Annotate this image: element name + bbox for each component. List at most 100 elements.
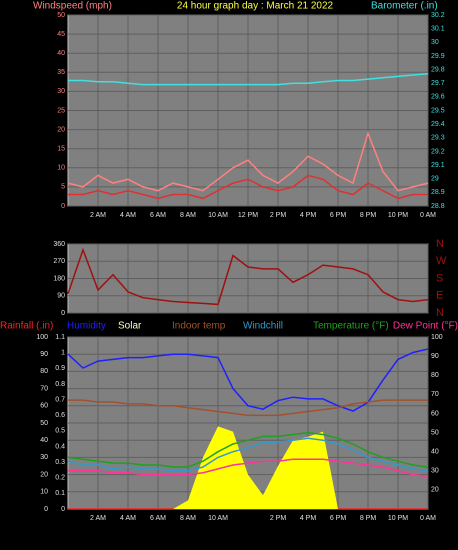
- y-tick-label: 28.8: [431, 203, 445, 210]
- y-tick-label: 1: [61, 349, 65, 356]
- x-tick-label: 8 AM: [180, 212, 196, 219]
- y-tick-label: 0: [61, 506, 65, 513]
- x-tick-label: 6 PM: [330, 515, 347, 522]
- x-tick-label: 2 PM: [270, 515, 287, 522]
- y-tick-label: 30: [431, 468, 439, 475]
- y-tick-label: 30.1: [431, 25, 445, 32]
- y-tick-label: 29.8: [431, 66, 445, 73]
- y-tick-label: 20: [40, 471, 48, 478]
- y-tick-label: 70: [40, 385, 48, 392]
- legend-entry: Rainfall (.in): [0, 321, 53, 332]
- series-line: [68, 174, 428, 200]
- y-tick-label: 90: [40, 351, 48, 358]
- y-tick-label: 0.3: [55, 459, 65, 466]
- legend-entry: Indoor temp: [172, 321, 226, 332]
- series-line: [67, 247, 429, 306]
- x-tick-label: 8 PM: [360, 212, 377, 219]
- y-tick-label: 45: [57, 31, 65, 38]
- y-tick-label: 29.4: [431, 121, 445, 128]
- y-tick-label: 40: [431, 449, 439, 456]
- y-tick-label: 270: [53, 258, 65, 265]
- x-tick-label: 10 PM: [388, 515, 408, 522]
- legend-entry: Solar: [118, 321, 142, 332]
- x-tick-label: 8 AM: [180, 515, 196, 522]
- y-tick-label: 29.2: [431, 148, 445, 155]
- x-tick-label: 2 AM: [90, 515, 106, 522]
- x-tick-label: 12 PM: [238, 212, 258, 219]
- y-tick-label: 29.1: [431, 162, 445, 169]
- y-tick-label: 29.7: [431, 80, 445, 87]
- y-tick-label: 0.1: [55, 490, 65, 497]
- x-tick-label: 4 AM: [120, 212, 136, 219]
- y-tick-label: 80: [40, 368, 48, 375]
- y-tick-label: 40: [57, 50, 65, 57]
- area: [68, 426, 428, 509]
- y-tick-label: 180: [53, 275, 65, 282]
- x-tick-label: 10 AM: [208, 212, 228, 219]
- y-tick-label: 360: [53, 241, 65, 248]
- y-tick-label: 20: [57, 126, 65, 133]
- y-tick-label: 29: [431, 176, 439, 183]
- y-tick-label: 90: [57, 293, 65, 300]
- y-tick-label: 35: [57, 69, 65, 76]
- y-tick-label: N: [436, 307, 444, 319]
- y-tick-label: 60: [431, 410, 439, 417]
- y-tick-label: 0: [44, 506, 48, 513]
- x-tick-label: 10 PM: [388, 212, 408, 219]
- series-line: [68, 458, 429, 478]
- legend-entry: Dew Point (°F): [393, 321, 458, 332]
- y-tick-label: 0.2: [55, 475, 65, 482]
- y-tick-label: 0: [61, 203, 65, 210]
- legend-entry: Windchill: [243, 321, 283, 332]
- y-tick-label: 29.3: [431, 135, 445, 142]
- x-tick-label: 8 PM: [360, 515, 377, 522]
- y-tick-label: 0: [61, 310, 65, 317]
- y-axis-label: Windspeed (mph): [33, 1, 112, 12]
- y-tick-label: 30: [57, 88, 65, 95]
- y-tick-label: 28.9: [431, 189, 445, 196]
- y-tick-label: 5: [61, 184, 65, 191]
- x-tick-label: 4 PM: [300, 212, 317, 219]
- y-tick-label: 0.7: [55, 396, 65, 403]
- y-tick-label: 1.1: [55, 334, 65, 341]
- y-tick-label: 30.2: [431, 12, 445, 19]
- y-tick-label: S: [436, 272, 443, 284]
- series-line: [67, 131, 429, 192]
- y-tick-label: 29.5: [431, 107, 445, 114]
- y-tick-label: 10: [57, 165, 65, 172]
- y-tick-label: 30: [431, 39, 439, 46]
- y-tick-label: 0.4: [55, 443, 65, 450]
- y-tick-label: 90: [431, 353, 439, 360]
- y-tick-label: 0.8: [55, 381, 65, 388]
- y-tick-label: 10: [40, 489, 48, 496]
- x-tick-label: 2 PM: [270, 212, 287, 219]
- y-tick-label: 60: [40, 403, 48, 410]
- y-tick-label: 50: [57, 12, 65, 19]
- x-tick-label: 0 AM: [420, 212, 436, 219]
- x-tick-label: 10 AM: [208, 515, 228, 522]
- y-tick-label: 50: [40, 420, 48, 427]
- y-tick-label: N: [436, 238, 444, 250]
- x-tick-label: 0 AM: [420, 515, 436, 522]
- y-tick-label: E: [436, 290, 443, 302]
- y-tick-label: 0.9: [55, 365, 65, 372]
- y-tick-label: 29.9: [431, 53, 445, 60]
- chart-title: 24 hour graph day : March 21 2022: [177, 1, 334, 12]
- y-tick-label: 0.5: [55, 428, 65, 435]
- series-line: [67, 431, 429, 468]
- y-tick-label: 25: [57, 107, 65, 114]
- y-tick-label: 20: [431, 487, 439, 494]
- y-tick-label: 15: [57, 146, 65, 153]
- y2-axis-label: Barometer (.in): [371, 1, 438, 12]
- x-tick-label: 6 AM: [150, 515, 166, 522]
- legend-entry: Temperature (°F): [313, 321, 389, 332]
- x-tick-label: 4 AM: [120, 515, 136, 522]
- series-line: [67, 437, 429, 472]
- y-tick-label: 70: [431, 391, 439, 398]
- x-tick-label: 4 PM: [300, 515, 317, 522]
- x-tick-label: 6 PM: [330, 212, 347, 219]
- y-tick-label: 29.6: [431, 94, 445, 101]
- y-tick-label: 30: [40, 454, 48, 461]
- x-tick-label: 2 AM: [90, 212, 106, 219]
